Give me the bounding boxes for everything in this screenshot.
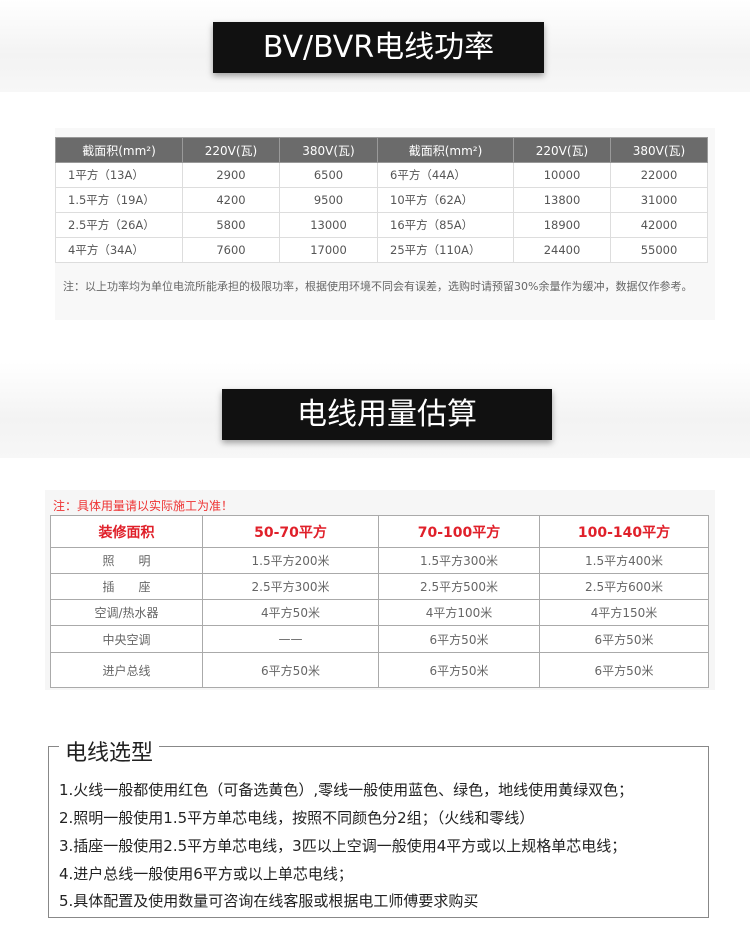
table-cell: 7600: [182, 237, 280, 263]
table-cell: 6平方50米: [378, 625, 540, 653]
wire-selection-title: 电线选型: [59, 735, 160, 767]
table-cell: 13000: [279, 212, 378, 238]
table-cell: 进户总线: [50, 652, 203, 688]
table-cell: 10平方（62A）: [377, 187, 514, 213]
table-cell: 1.5平方300米: [378, 547, 540, 574]
guide-line: 3.插座一般使用2.5平方单芯电线，3匹以上空调一般使用4平方或以上规格单芯电线…: [59, 837, 627, 855]
guide-line: 2.照明一般使用1.5平方单芯电线，按照不同颜色分2组；（火线和零线）: [59, 809, 535, 827]
table-cell: 55000: [610, 237, 708, 263]
table-cell: 6平方（44A）: [377, 162, 514, 188]
table-row: 2.5平方（26A） 5800 13000 16平方（85A） 18900 42000: [55, 212, 708, 238]
table-cell: 13800: [513, 187, 611, 213]
header-cell: 220V(瓦): [513, 137, 611, 163]
section1-title: BV/BVR电线功率: [213, 22, 544, 73]
table-cell: 1平方（13A）: [55, 162, 183, 188]
table-cell: 2.5平方500米: [378, 573, 540, 600]
table-cell: 2.5平方300米: [202, 573, 379, 600]
wire-selection-box: 电线选型 1.火线一般都使用红色（可备选黄色）,零线一般使用蓝色、绿色，地线使用…: [48, 735, 709, 918]
table-cell: 4200: [182, 187, 280, 213]
table-cell: 1.5平方400米: [539, 547, 709, 574]
table-row: 进户总线 6平方50米 6平方50米 6平方50米: [50, 652, 709, 688]
table-cell: 42000: [610, 212, 708, 238]
table-cell: 照 明: [50, 547, 203, 574]
table-cell: 6平方50米: [378, 652, 540, 688]
header-cell: 100-140平方: [539, 515, 709, 548]
table-cell: 24400: [513, 237, 611, 263]
header-cell: 70-100平方: [378, 515, 540, 548]
usage-table: 装修面积 50-70平方 70-100平方 100-140平方 照 明 1.5平方…: [50, 515, 709, 688]
power-note: 注：以上功率均为单位电流所能承担的极限功率，根据使用环境不同会有误差，选购时请预…: [63, 280, 693, 293]
table-cell: 6500: [279, 162, 378, 188]
table-row: 1.5平方（19A） 4200 9500 10平方（62A） 13800 31000: [55, 187, 708, 213]
table-cell: ——: [202, 625, 379, 653]
table-cell: 17000: [279, 237, 378, 263]
table-cell: 22000: [610, 162, 708, 188]
table-cell: 2900: [182, 162, 280, 188]
table-header-row: 装修面积 50-70平方 70-100平方 100-140平方: [50, 515, 709, 548]
table-cell: 中央空调: [50, 625, 203, 653]
header-cell: 380V(瓦): [610, 137, 708, 163]
table-row: 照 明 1.5平方200米 1.5平方300米 1.5平方400米: [50, 547, 709, 574]
usage-note: 注：具体用量请以实际施工为准！: [53, 499, 234, 513]
table-cell: 4平方50米: [202, 599, 379, 626]
table-row: 1平方（13A） 2900 6500 6平方（44A） 10000 22000: [55, 162, 708, 188]
header-cell: 截面积(mm²): [377, 137, 514, 163]
header-cell: 装修面积: [50, 515, 203, 548]
header-cell: 50-70平方: [202, 515, 379, 548]
table-cell: 6平方50米: [539, 625, 709, 653]
header-cell: 截面积(mm²): [55, 137, 183, 163]
header-cell: 220V(瓦): [182, 137, 280, 163]
guide-line: 4.进户总线一般使用6平方或以上单芯电线；: [59, 865, 353, 883]
table-cell: 18900: [513, 212, 611, 238]
guide-line: 1.火线一般都使用红色（可备选黄色）,零线一般使用蓝色、绿色，地线使用黄绿双色；: [59, 781, 634, 799]
table-cell: 31000: [610, 187, 708, 213]
section2-title: 电线用量估算: [222, 389, 552, 440]
table-cell: 16平方（85A）: [377, 212, 514, 238]
table-cell: 25平方（110A）: [377, 237, 514, 263]
table-cell: 4平方150米: [539, 599, 709, 626]
guide-line: 5.具体配置及使用数量可咨询在线客服或根据电工师傅要求购买: [59, 892, 479, 910]
table-row: 4平方（34A） 7600 17000 25平方（110A） 24400 55000: [55, 237, 708, 263]
header-cell: 380V(瓦): [279, 137, 378, 163]
table-cell: 9500: [279, 187, 378, 213]
table-cell: 1.5平方（19A）: [55, 187, 183, 213]
table-cell: 4平方（34A）: [55, 237, 183, 263]
table-cell: 2.5平方600米: [539, 573, 709, 600]
table-row: 中央空调 —— 6平方50米 6平方50米: [50, 625, 709, 653]
table-row: 插 座 2.5平方300米 2.5平方500米 2.5平方600米: [50, 573, 709, 600]
power-table: 截面积(mm²) 220V(瓦) 380V(瓦) 截面积(mm²) 220V(瓦…: [55, 137, 708, 263]
table-cell: 空调/热水器: [50, 599, 203, 626]
table-header-row: 截面积(mm²) 220V(瓦) 380V(瓦) 截面积(mm²) 220V(瓦…: [55, 137, 708, 163]
table-cell: 插 座: [50, 573, 203, 600]
table-cell: 6平方50米: [202, 652, 379, 688]
table-cell: 4平方100米: [378, 599, 540, 626]
table-row: 空调/热水器 4平方50米 4平方100米 4平方150米: [50, 599, 709, 626]
table-cell: 10000: [513, 162, 611, 188]
table-cell: 2.5平方（26A）: [55, 212, 183, 238]
table-cell: 1.5平方200米: [202, 547, 379, 574]
table-cell: 5800: [182, 212, 280, 238]
table-cell: 6平方50米: [539, 652, 709, 688]
